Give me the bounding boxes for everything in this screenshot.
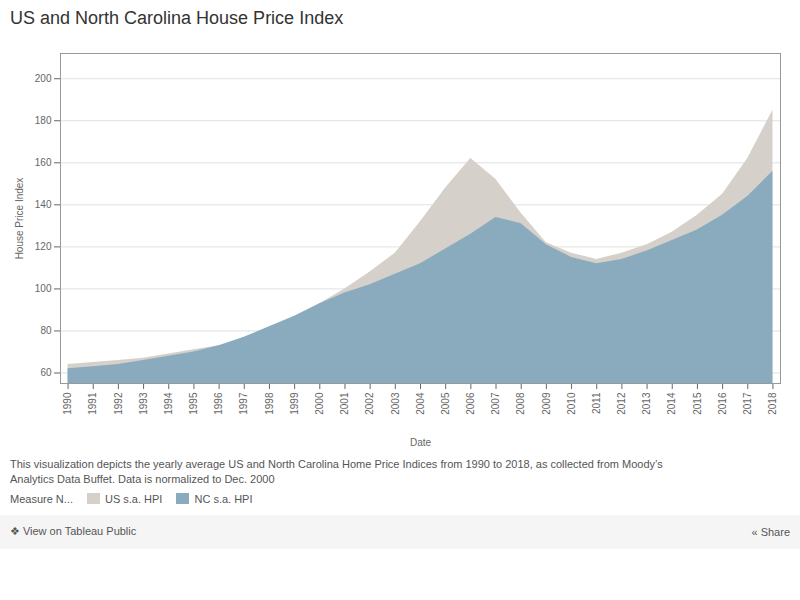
svg-text:2009: 2009 [541, 392, 552, 415]
svg-text:2011: 2011 [591, 392, 602, 414]
svg-text:2007: 2007 [490, 392, 501, 415]
svg-text:2004: 2004 [415, 392, 426, 415]
svg-text:2001: 2001 [339, 392, 350, 415]
svg-text:120: 120 [35, 241, 52, 252]
html-text:NC s.a. HPI: NC s.a. HPI [194, 492, 253, 505]
svg-text:1998: 1998 [264, 392, 275, 415]
svg-text:2003: 2003 [390, 392, 401, 415]
svg-text:2006: 2006 [465, 392, 476, 415]
html-text:US s.a. HPI: US s.a. HPI [105, 492, 163, 505]
svg-text:2012: 2012 [616, 392, 627, 415]
html-text:« Share: « Share [751, 525, 790, 538]
svg-text:2013: 2013 [641, 392, 652, 415]
html-text:This visualization depicts the: This visualization depicts the yearly av… [10, 458, 663, 470]
svg-text:2018: 2018 [767, 392, 778, 415]
svg-text:2015: 2015 [692, 392, 703, 415]
svg-text:1999: 1999 [289, 392, 300, 415]
svg-text:2014: 2014 [666, 392, 677, 415]
svg-text:100: 100 [35, 283, 52, 294]
svg-text:1992: 1992 [113, 392, 124, 415]
svg-text:1997: 1997 [238, 392, 249, 415]
html-text:US and North Carolina House Pr: US and North Carolina House Price Index [10, 8, 344, 28]
svg-text:2010: 2010 [566, 392, 577, 415]
svg-text:2016: 2016 [717, 392, 728, 415]
svg-text:140: 140 [35, 199, 52, 210]
svg-text:2017: 2017 [742, 392, 753, 415]
svg-text:80: 80 [40, 325, 52, 336]
html-text:Measure N...: Measure N... [10, 492, 73, 505]
svg-text:Date: Date [410, 437, 432, 448]
html-text:Analytics Data Buffet. Data is: Analytics Data Buffet. Data is normalize… [10, 472, 275, 485]
svg-text:1993: 1993 [138, 392, 149, 415]
svg-text:2008: 2008 [515, 392, 526, 415]
svg-text:2005: 2005 [440, 392, 451, 415]
svg-text:1996: 1996 [213, 392, 224, 415]
svg-text:1994: 1994 [163, 392, 174, 415]
svg-text:180: 180 [35, 115, 52, 126]
svg-text:1990: 1990 [62, 392, 73, 415]
svg-text:2002: 2002 [364, 392, 375, 415]
svg-text:2000: 2000 [314, 392, 325, 415]
svg-text:House Price Index: House Price Index [14, 178, 25, 260]
svg-text:1991: 1991 [87, 392, 98, 415]
svg-text:160: 160 [35, 157, 52, 168]
svg-text:1995: 1995 [188, 392, 199, 415]
html-text:❖ View on Tableau Public: ❖ View on Tableau Public [10, 525, 137, 538]
svg-text:60: 60 [40, 367, 52, 378]
svg-text:200: 200 [35, 73, 52, 84]
